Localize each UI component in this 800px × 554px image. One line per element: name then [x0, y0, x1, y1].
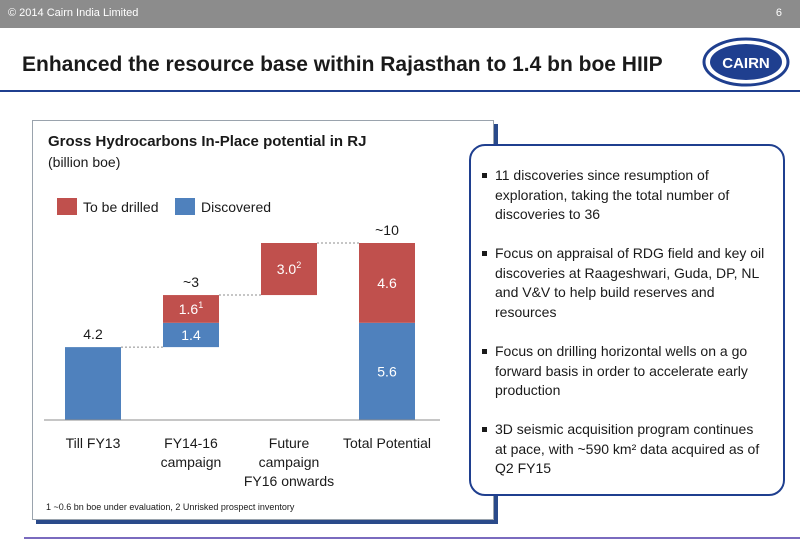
- chart-subtitle: (billion boe): [48, 154, 121, 170]
- x-tick-label: campaign: [259, 454, 320, 470]
- bar-segment: [359, 322, 415, 420]
- logo-text: CAIRN: [722, 55, 770, 72]
- page-number: 6: [775, 7, 782, 19]
- chart-footnote: 1 ~0.6 bn boe under evaluation, 2 Unrisk…: [46, 502, 295, 512]
- bullet-marker: [482, 349, 487, 354]
- key-points-box: 11 discoveries since resumption of explo…: [469, 144, 785, 496]
- chart-title: Gross Hydrocarbons In-Place potential in…: [48, 133, 367, 150]
- bar-total-label: ~10: [375, 222, 399, 238]
- bar-segment: [163, 322, 219, 348]
- x-tick-label: Total Potential: [343, 435, 431, 451]
- bullet-item: Focus on appraisal of RDG field and key …: [482, 244, 765, 322]
- x-tick-label: Till FY13: [66, 435, 121, 451]
- x-tick-label: FY16 onwards: [244, 473, 334, 489]
- footer-divider: [24, 537, 800, 539]
- bar-segment: [261, 243, 317, 296]
- x-tick-label: FY14-16: [164, 435, 218, 451]
- cairn-logo: CAIRN: [702, 37, 790, 87]
- bullet-marker: [482, 427, 487, 432]
- bullet-item: 11 discoveries since resumption of explo…: [482, 166, 765, 225]
- bullet-marker: [482, 173, 487, 178]
- bar-segment: [65, 347, 121, 420]
- bullet-marker: [482, 251, 487, 256]
- legend-label: Discovered: [201, 199, 271, 215]
- bar-segment: [359, 243, 415, 323]
- bar-total-label: ~3: [183, 274, 199, 290]
- bullet-text: 11 discoveries since resumption of explo…: [495, 167, 730, 222]
- legend-swatch: [175, 198, 195, 215]
- bullet-item: 3D seismic acquisition program continues…: [482, 420, 765, 479]
- copyright-text: © 2014 Cairn India Limited: [8, 7, 139, 19]
- bullet-text: 3D seismic acquisition program continues…: [495, 421, 760, 476]
- x-tick-label: Future: [269, 435, 310, 451]
- bar-total-label: 4.2: [83, 326, 103, 342]
- bar-segment: [163, 295, 219, 323]
- x-tick-label: campaign: [161, 454, 222, 470]
- data-label: 4.6: [377, 275, 397, 291]
- bullet-item: Focus on drilling horizontal wells on a …: [482, 342, 765, 401]
- title-divider: [0, 90, 800, 92]
- data-label: 1.61: [179, 300, 203, 317]
- slide-title: Enhanced the resource base within Rajast…: [22, 53, 663, 76]
- top-bar: © 2014 Cairn India Limited 6: [0, 0, 800, 28]
- legend-label: To be drilled: [83, 199, 159, 215]
- bullet-text: Focus on appraisal of RDG field and key …: [495, 245, 765, 320]
- bullet-text: Focus on drilling horizontal wells on a …: [495, 343, 748, 398]
- data-label: 1.4: [181, 327, 201, 343]
- data-label: 5.6: [377, 363, 397, 379]
- chart-panel: [32, 120, 494, 520]
- data-label: 3.02: [277, 260, 301, 277]
- legend-swatch: [57, 198, 77, 215]
